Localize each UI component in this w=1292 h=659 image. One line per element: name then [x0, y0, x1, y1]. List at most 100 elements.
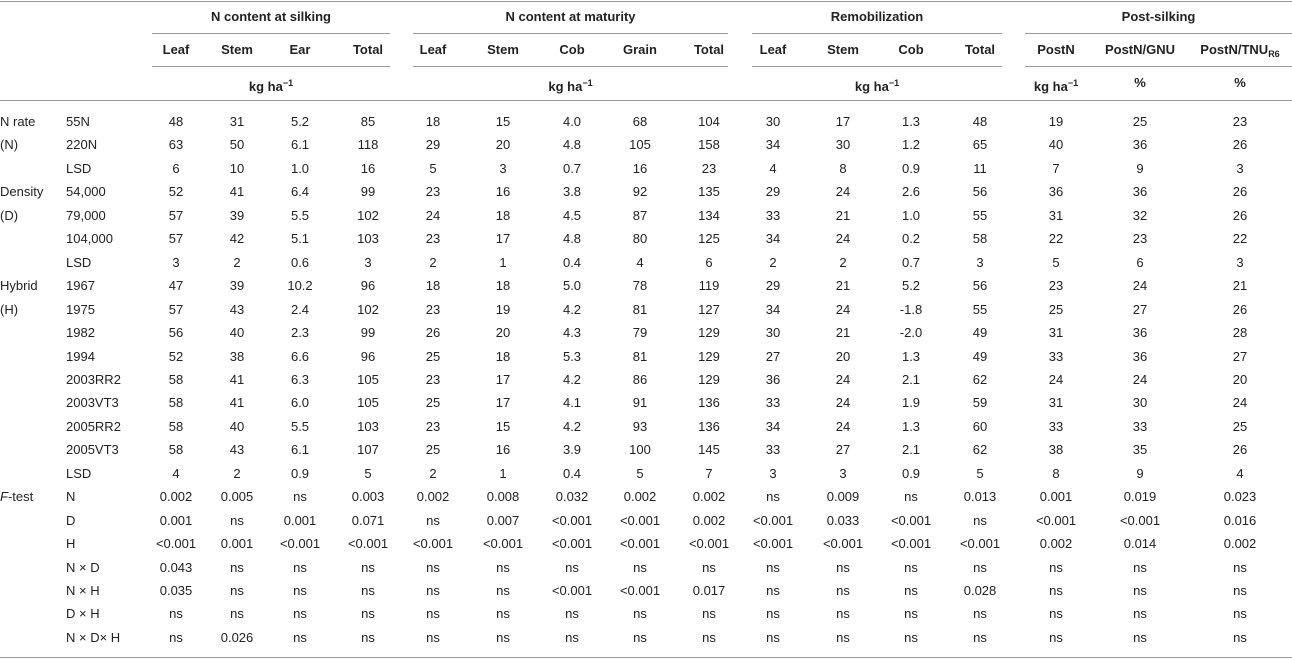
column-header: Ear [289, 42, 311, 57]
table-cell: ns [426, 606, 440, 622]
table-cell: 27 [1232, 348, 1248, 364]
table-cell: 0.002 [1223, 536, 1257, 552]
table-cell: 30 [765, 114, 781, 129]
table-cell: 0.7 [901, 254, 921, 270]
table-cell: 0.6 [290, 254, 310, 270]
table-cell: 24 [835, 418, 851, 434]
table-cell: 24 [835, 231, 851, 247]
table-cell: 18 [425, 114, 441, 129]
table-cell: 0.033 [826, 512, 860, 528]
table-cell: 2.4 [290, 301, 310, 317]
row-label: 1967 [66, 278, 95, 294]
table-cell: ns [565, 629, 579, 645]
table-cell: 2.1 [901, 442, 921, 458]
table-cell: 2.1 [901, 371, 921, 387]
table-cell: 33 [765, 395, 781, 411]
table-cell: 25 [425, 395, 441, 411]
table-cell: 33 [765, 207, 781, 223]
table-cell: 3.9 [562, 442, 582, 458]
table-cell: 24 [835, 301, 851, 317]
table-cell: 47 [168, 278, 184, 294]
table-cell: 2 [769, 254, 777, 270]
table-cell: 34 [765, 231, 781, 247]
table-cell: ns [361, 583, 375, 598]
table-cell: 41 [229, 371, 245, 387]
table-cell: 3.8 [562, 184, 582, 200]
table-cell: ns [766, 629, 780, 645]
table-cell: 58 [168, 418, 184, 434]
table-cell: 3 [364, 254, 372, 270]
table-cell: 24 [1048, 371, 1064, 387]
table-cell: 17 [495, 231, 511, 247]
table-cell: 78 [632, 278, 648, 294]
row-label: LSD [66, 254, 92, 270]
column-header: Leaf [162, 42, 190, 57]
table-cell: 57 [168, 231, 184, 247]
table-cell: ns [1133, 559, 1147, 575]
table-cell: 6.1 [290, 137, 310, 153]
table-cell: 125 [698, 231, 720, 247]
rule-line [752, 66, 1002, 67]
table-cell: 20 [495, 137, 511, 153]
table-cell: <0.001 [752, 512, 794, 528]
table-cell: 1.0 [290, 160, 310, 176]
table-cell: 49 [972, 325, 988, 341]
table-cell: ns [633, 629, 647, 645]
table-cell: 0.9 [901, 465, 921, 481]
table-cell: ns [230, 606, 244, 622]
table-cell: <0.001 [959, 536, 1001, 552]
table-cell: 127 [698, 301, 720, 317]
table-cell: 26 [1232, 137, 1248, 153]
table-cell: 105 [357, 395, 379, 411]
column-header: Stem [827, 42, 859, 57]
unit-label-text: kg ha [854, 79, 889, 94]
table-cell: 4.5 [562, 207, 582, 223]
table-cell: 102 [357, 207, 379, 223]
table-cell: ns [633, 606, 647, 622]
table-cell: 0.001 [220, 536, 254, 552]
table-cell: 31 [1048, 207, 1064, 223]
table-cell: 2 [839, 254, 847, 270]
table-cell: ns [1233, 559, 1247, 575]
unit-label-text: kg ha [548, 79, 583, 94]
table-cell: 31 [229, 114, 245, 129]
table-cell: 26 [1232, 184, 1248, 200]
table-cell: 0.026 [220, 629, 254, 645]
table-cell: 39 [229, 207, 245, 223]
table-cell: 27 [835, 442, 851, 458]
table-cell: 16 [495, 184, 511, 200]
table-cell: 21 [1232, 278, 1248, 294]
table-cell: 129 [698, 371, 720, 387]
table-cell: 31 [1048, 395, 1064, 411]
table-cell: 68 [632, 114, 648, 129]
table-cell: 0.7 [562, 160, 582, 176]
table-cell: ns [836, 559, 850, 575]
column-header: Grain [623, 42, 657, 57]
table-cell: 3 [839, 465, 847, 481]
unit-label: kg ha−1 [249, 75, 293, 95]
table-cell: 0.4 [562, 254, 582, 270]
table-cell: ns [361, 606, 375, 622]
table-cell: 0.016 [1223, 512, 1257, 528]
table-cell: 36 [1132, 325, 1148, 341]
row-label: 220N [66, 137, 98, 153]
table-cell: 28 [1232, 325, 1248, 341]
rule-line [0, 100, 1292, 101]
table-cell: 58 [972, 231, 988, 247]
table-cell: 4.0 [562, 114, 582, 129]
table-cell: 30 [835, 137, 851, 153]
table-cell: 34 [765, 418, 781, 434]
row-label: 79,000 [66, 207, 106, 223]
rule-line [413, 66, 728, 67]
row-label: N × D× H [66, 629, 121, 645]
table-cell: 0.009 [826, 489, 860, 505]
table-cell: 5 [1052, 254, 1060, 270]
rule-line [152, 66, 390, 67]
table-cell: 145 [698, 442, 720, 458]
table-cell: ns [230, 512, 244, 528]
unit-label-text: kg ha [248, 79, 283, 94]
table-cell: 2 [233, 465, 241, 481]
table-cell: 5.2 [290, 114, 310, 129]
table-cell: 24 [1132, 278, 1148, 294]
table-cell: ns [496, 583, 510, 598]
